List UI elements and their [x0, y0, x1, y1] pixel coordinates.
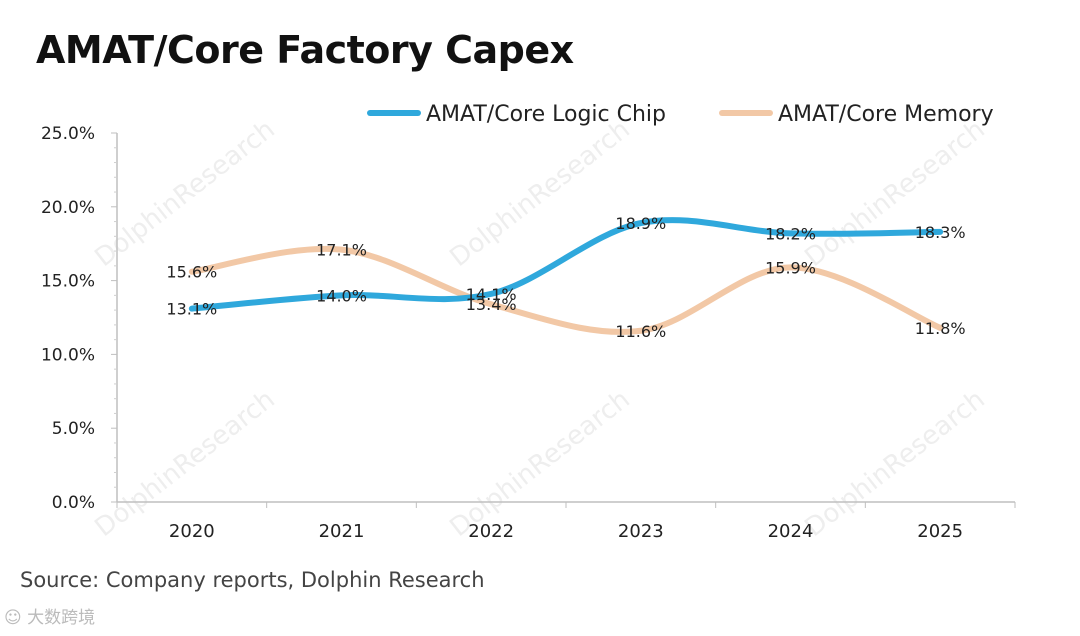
legend-label: AMAT/Core Memory: [778, 102, 994, 127]
data-label: 18.9%: [615, 214, 666, 233]
series-line-memory: [188, 245, 944, 335]
axes: 0.0% 5.0% 10.0% 15.0% 20.0% 25.0% 2020 2021 2022…: [41, 124, 1016, 542]
watermark-text: DolphinResearch: [445, 114, 636, 273]
data-label: 17.1%: [316, 241, 367, 260]
legend: AMAT/Core Logic Chip AMAT/Core Memory: [367, 102, 994, 127]
y-tick-label: 5.0%: [52, 419, 95, 439]
watermark-text: DolphinResearch: [800, 384, 991, 543]
x-tick-label: 2021: [319, 521, 365, 542]
watermark-text: DolphinResearch: [800, 114, 991, 273]
y-tick-label: 20.0%: [41, 198, 95, 218]
y-tick-label: 25.0%: [41, 124, 95, 144]
x-tick-label: 2023: [618, 521, 664, 542]
y-tick-label: 15.0%: [41, 272, 95, 292]
x-tick-label: 2020: [169, 521, 215, 542]
x-tick-label: 2024: [768, 521, 814, 542]
data-label: 14.0%: [316, 286, 367, 305]
data-label: 15.9%: [765, 258, 816, 277]
series-line-logic-chip: [188, 217, 944, 312]
data-label: 18.2%: [765, 224, 816, 243]
x-tick-label: 2025: [917, 521, 963, 542]
legend-label: AMAT/Core Logic Chip: [426, 102, 666, 127]
data-label: 11.6%: [615, 322, 666, 341]
data-label: 13.4%: [466, 295, 517, 314]
watermark-text: DolphinResearch: [90, 384, 281, 543]
data-label: 13.1%: [166, 300, 217, 319]
y-tick-label: 0.0%: [52, 493, 95, 513]
data-label: 11.8%: [915, 319, 966, 338]
watermark-layer: DolphinResearch DolphinResearch DolphinRes…: [90, 114, 991, 543]
corner-watermark-text: 大数跨境: [27, 608, 96, 628]
wechat-icon: ☺: [4, 608, 22, 628]
data-label: 15.6%: [166, 263, 217, 282]
watermark-text: DolphinResearch: [445, 384, 636, 543]
chart-title: AMAT/Core Factory Capex: [36, 28, 574, 72]
data-label: 14.1%: [466, 285, 517, 304]
series-layer: 15.6% 17.1% 13.4% 11.6% 15.9% 11.8% 13.1% 14.0%…: [166, 214, 965, 341]
corner-watermark: ☺ 大数跨境: [4, 603, 95, 628]
x-tick-label: 2022: [468, 521, 514, 542]
y-tick-label: 10.0%: [41, 345, 95, 365]
source-note: Source: Company reports, Dolphin Researc…: [20, 568, 485, 592]
watermark-text: DolphinResearch: [90, 114, 281, 273]
data-label: 18.3%: [915, 223, 966, 242]
